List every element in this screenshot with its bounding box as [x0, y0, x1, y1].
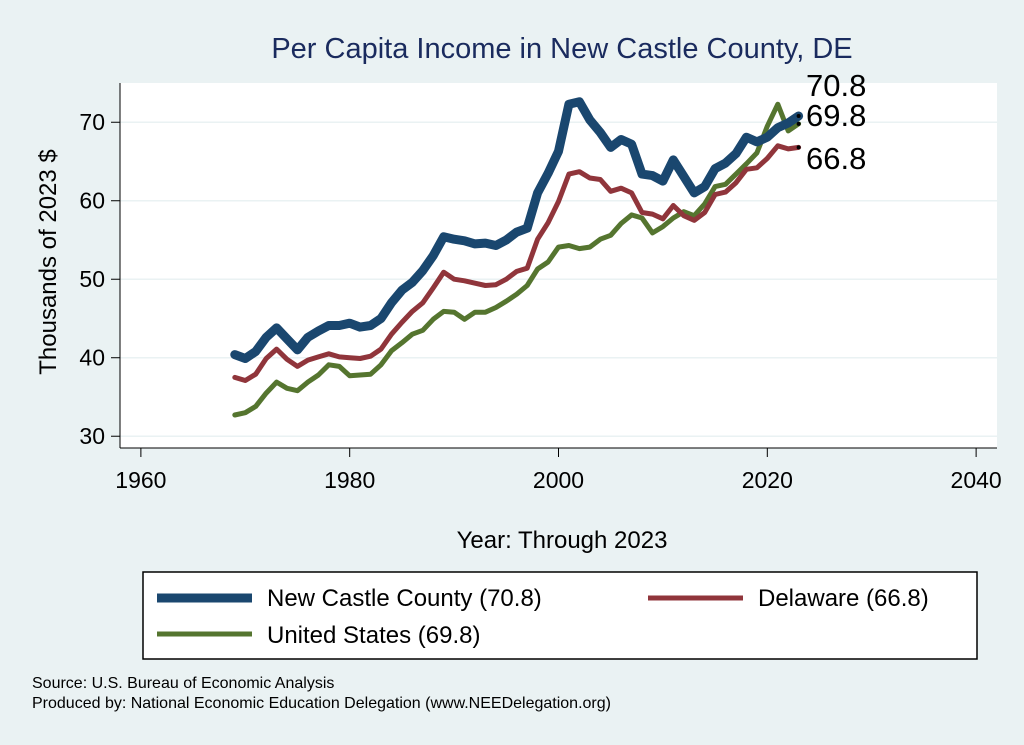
- end-marker-delaware: [796, 145, 801, 150]
- chart-title: Per Capita Income in New Castle County, …: [271, 33, 852, 65]
- end-marker-united-states: [796, 121, 801, 126]
- x-tick-label-2040: 2040: [951, 467, 1002, 493]
- y-tick-label-70: 70: [79, 109, 105, 135]
- legend: New Castle County (70.8) Delaware (66.8)…: [142, 571, 978, 660]
- x-axis-title: Year: Through 2023: [457, 527, 668, 554]
- legend-label-united-states: United States (69.8): [267, 622, 480, 649]
- y-tick-label-30: 30: [79, 423, 105, 449]
- y-tick-label-40: 40: [79, 345, 105, 371]
- x-tick-label-1980: 1980: [324, 467, 375, 493]
- legend-box: [142, 571, 978, 660]
- series-line-delaware: [232, 143, 802, 383]
- end-label-united-states: 69.8: [806, 98, 866, 133]
- series-line-united-states: [232, 101, 802, 418]
- end-label-new-castle: 70.8: [806, 68, 866, 103]
- y-axis-ticks: 30 40 50 60 70: [79, 109, 120, 449]
- legend-label-delaware: Delaware (66.8): [758, 585, 929, 612]
- x-axis-ticks: 1960 1980 2000 2020 2040: [115, 448, 1002, 493]
- series-lines: [230, 97, 804, 418]
- x-tick-label-1960: 1960: [115, 467, 166, 493]
- legend-label-new-castle: New Castle County (70.8): [267, 585, 542, 612]
- end-marker-new-castle-county: [796, 113, 801, 118]
- source-note: Source: U.S. Bureau of Economic Analysis: [32, 675, 334, 692]
- x-tick-label-2020: 2020: [742, 467, 793, 493]
- producer-note: Produced by: National Economic Education…: [32, 695, 611, 712]
- y-tick-label-50: 50: [79, 266, 105, 292]
- end-labels: 70.8 69.8 66.8: [806, 68, 866, 176]
- y-tick-label-60: 60: [79, 188, 105, 214]
- y-axis-title: Thousands of 2023 $: [35, 149, 62, 375]
- end-label-delaware: 66.8: [806, 141, 866, 176]
- series-line-new-castle-county: [230, 97, 804, 363]
- x-tick-label-2000: 2000: [533, 467, 584, 493]
